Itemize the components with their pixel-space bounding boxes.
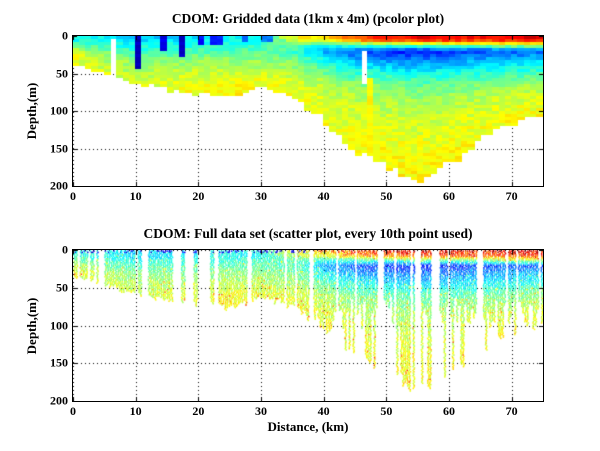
x-tick-label-1-0: 0	[70, 404, 76, 418]
y-tick-label-0-200: 200	[50, 178, 68, 193]
y-tick-label-1-100: 100	[50, 318, 68, 332]
scatter-y-axis-label: Depth,(m)	[24, 297, 39, 355]
x-tick-label-1-10: 10	[129, 404, 142, 418]
y-tick-label-0-100: 100	[50, 103, 68, 118]
x-tick-label-0-70: 70	[505, 189, 518, 203]
y-tick-label-1-0: 0	[62, 242, 68, 257]
scatter-plot-title: CDOM: Full data set (scatter plot, every…	[143, 226, 473, 241]
x-axis-label: Distance, (km)	[267, 419, 349, 434]
pcolor-plot-title: CDOM: Gridded data (1km x 4m) (pcolor pl…	[171, 11, 445, 26]
x-tick-label-1-70: 70	[505, 404, 518, 418]
x-tick-label-1-20: 20	[192, 404, 205, 418]
pcolor-plot-canvas	[72, 35, 544, 187]
x-tick-label-1-60: 60	[443, 404, 455, 418]
y-tick-label-1-200: 200	[50, 393, 68, 408]
x-tick-label-1-40: 40	[317, 404, 330, 418]
x-tick-label-0-50: 50	[380, 189, 393, 203]
x-tick-label-1-50: 50	[380, 404, 393, 418]
y-tick-label-0-50: 50	[56, 66, 68, 80]
x-tick-label-0-60: 60	[443, 189, 455, 203]
x-tick-label-0-30: 30	[255, 189, 267, 203]
x-tick-label-0-40: 40	[317, 189, 330, 203]
x-tick-label-0-10: 10	[129, 189, 142, 203]
scatter-plot-canvas	[72, 249, 544, 402]
x-tick-label-0-20: 20	[192, 189, 205, 203]
pcolor-y-axis-label: Depth,(m)	[24, 82, 39, 140]
x-tick-label-1-30: 30	[255, 404, 267, 418]
y-tick-label-1-150: 150	[50, 355, 68, 370]
y-tick-label-1-50: 50	[56, 280, 68, 295]
y-tick-label-0-150: 150	[50, 141, 68, 155]
y-tick-label-0-0: 0	[62, 28, 68, 43]
x-tick-label-0-0: 0	[70, 189, 76, 203]
